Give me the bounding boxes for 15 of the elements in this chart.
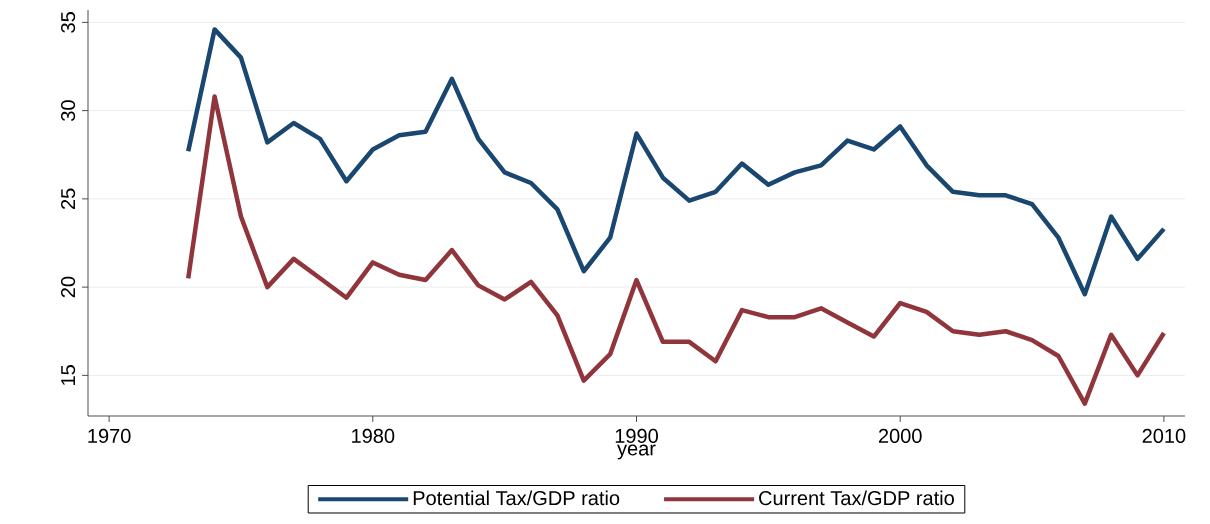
y-tick-label: 25 — [61, 188, 76, 209]
y-tick-label: 35 — [61, 12, 76, 33]
y-tick-label: 30 — [61, 100, 76, 121]
x-tick-label: 2010 — [1142, 428, 1186, 444]
x-tick-label: 1970 — [88, 428, 131, 444]
y-tick-label: 20 — [61, 276, 76, 298]
legend-label: Potential Tax/GDP ratio — [413, 490, 620, 506]
y-tick-label: 15 — [61, 365, 76, 385]
line-series — [185, 94, 1167, 406]
legend-label: Current Tax/GDP ratio — [759, 490, 954, 506]
x-axis-title: year — [617, 444, 656, 460]
line-series — [185, 27, 1167, 297]
x-tick-label: 1990 — [615, 428, 658, 444]
x-tick-label: 1980 — [352, 428, 395, 444]
x-tick-label: 2000 — [878, 428, 922, 444]
